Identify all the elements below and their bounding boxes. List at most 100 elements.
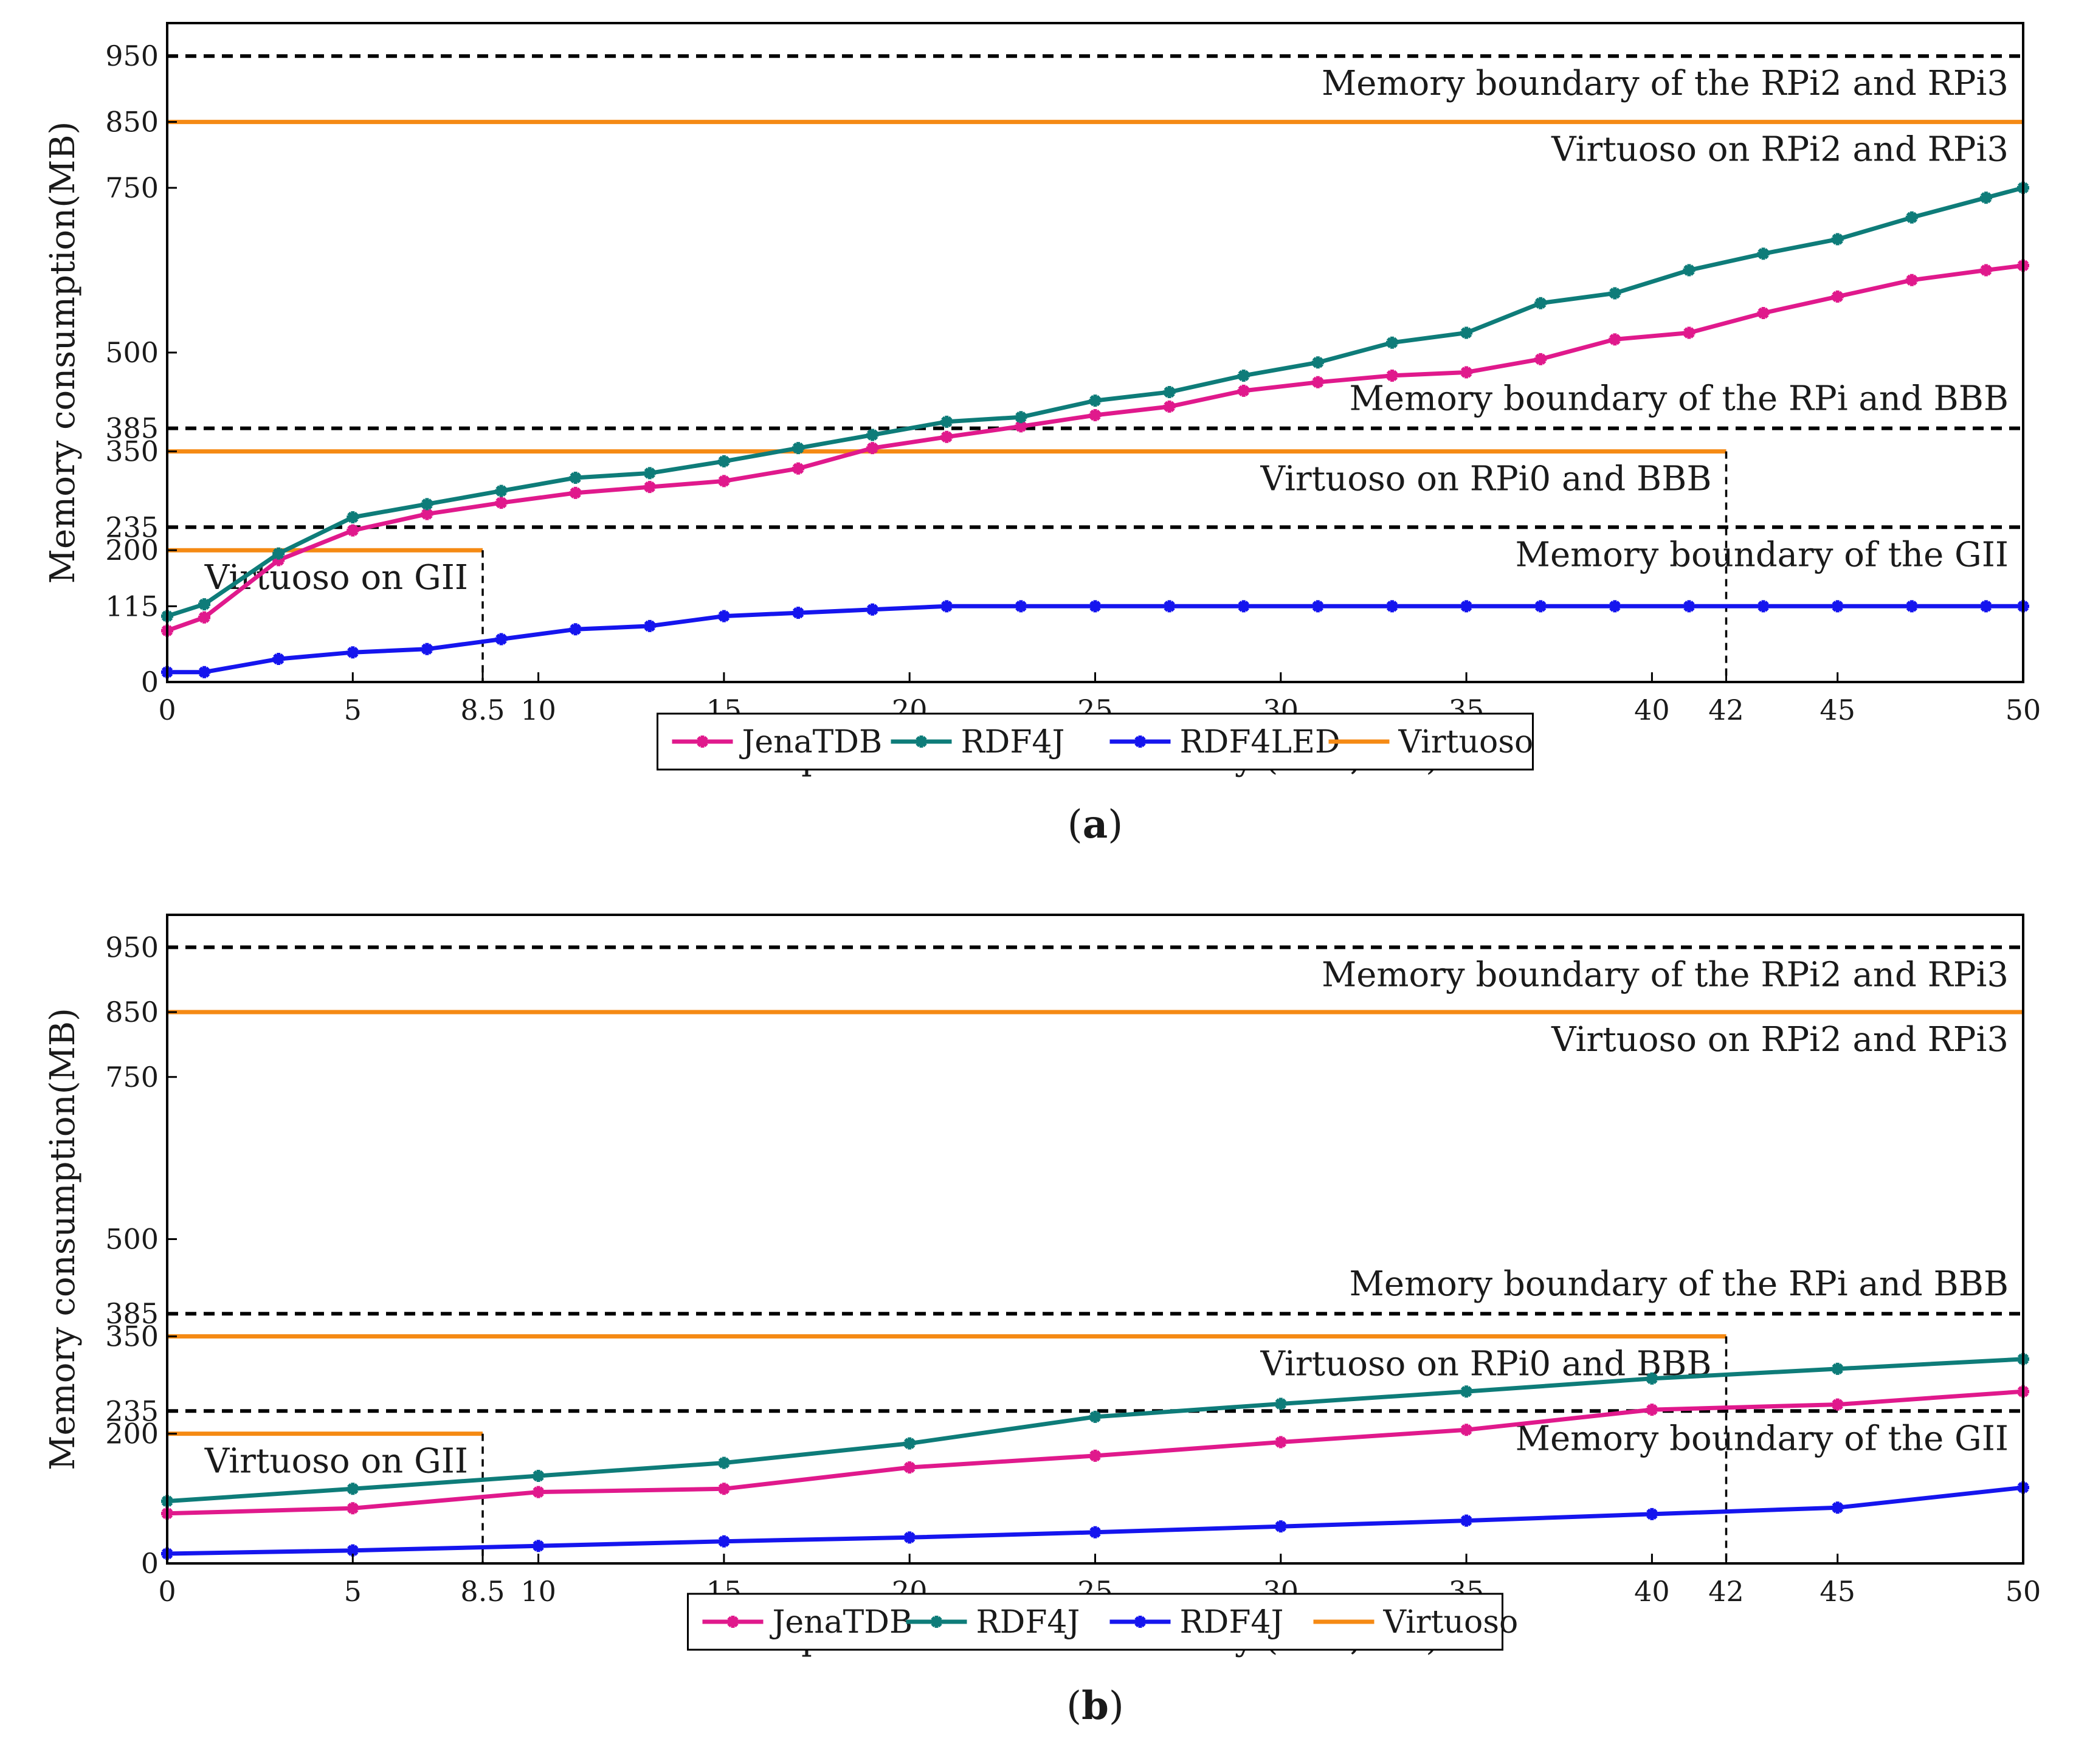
data-point (1905, 600, 1918, 613)
data-point (1460, 326, 1473, 339)
reference-label: Virtuoso on GII (204, 1442, 468, 1481)
legend-label: RDF4J (961, 724, 1065, 760)
reference-label: Virtuoso on RPi0 and BBB (1260, 1345, 1712, 1384)
legend-label: RDF4LED (1180, 724, 1340, 760)
data-point (903, 1531, 916, 1544)
data-point (1979, 264, 1992, 277)
data-point (1905, 211, 1918, 224)
data-point (347, 1502, 359, 1515)
data-point (1089, 394, 1102, 407)
data-point (1460, 600, 1473, 613)
data-point (1311, 376, 1324, 388)
y-tick-label: 0 (141, 666, 159, 698)
data-point (1646, 1507, 1658, 1520)
data-point (1311, 600, 1324, 613)
y-tick-label: 750 (105, 171, 159, 204)
data-point (347, 524, 359, 537)
y-tick-label: 115 (105, 590, 159, 622)
y-axis-label: Memory consumption(MB) (43, 1008, 83, 1470)
reference-label: Virtuoso on GII (204, 558, 468, 598)
y-tick-label: 385 (105, 412, 159, 445)
data-point (421, 508, 433, 520)
data-point (1385, 600, 1398, 613)
legend-marker (1134, 736, 1147, 748)
y-tick-label: 350 (105, 1320, 159, 1353)
x-tick-label: 5 (344, 694, 362, 726)
reference-label: Virtuoso on RPi0 and BBB (1260, 460, 1712, 499)
reference-label: Memory boundary of the GII (1516, 1419, 2009, 1458)
data-point (643, 467, 656, 480)
legend-label: Virtuoso (1383, 1604, 1519, 1641)
legend-label: RDF4J (1180, 1604, 1284, 1641)
data-point (495, 633, 508, 646)
data-point (717, 1535, 730, 1548)
data-point (1274, 1436, 1287, 1449)
reference-label: Virtuoso on RPi2 and RPi3 (1551, 1020, 2009, 1059)
data-point (792, 607, 805, 619)
data-point (643, 619, 656, 632)
reference-label: Memory boundary of the RPi and BBB (1349, 379, 2009, 419)
panel-caption: (a) (1068, 802, 1123, 847)
data-point (643, 481, 656, 494)
data-point (421, 498, 433, 511)
legend-marker (915, 736, 928, 748)
x-tick-label: 42 (1708, 694, 1744, 726)
data-point (272, 547, 285, 560)
data-point (1015, 420, 1027, 433)
data-point (903, 1437, 916, 1450)
data-point (1274, 1397, 1287, 1410)
reference-label: Memory boundary of the RPi and BBB (1349, 1264, 2009, 1304)
data-point (1979, 191, 1992, 204)
data-point (1831, 1362, 1844, 1375)
series-line-rdf4j (167, 1485, 2024, 1556)
legend-marker (1134, 1616, 1147, 1628)
y-axis-label: Memory consumption(MB) (43, 122, 83, 584)
data-point (717, 1483, 730, 1495)
legend-label: JenaTDB (770, 1604, 913, 1641)
data-point (866, 603, 879, 616)
data-point (1757, 600, 1770, 613)
data-point (1237, 384, 1250, 397)
y-tick-label: 500 (105, 1223, 159, 1256)
data-point (569, 623, 582, 636)
data-point (1460, 366, 1473, 379)
x-tick-label: 50 (2006, 1575, 2041, 1608)
reference-label: Memory boundary of the GII (1516, 535, 2009, 574)
data-point (1979, 600, 1992, 613)
x-tick-label: 10 (520, 694, 556, 726)
data-point (1237, 369, 1250, 382)
data-point (198, 598, 211, 611)
data-point (1089, 1449, 1102, 1462)
data-point (1015, 600, 1027, 613)
data-point (532, 1540, 545, 1552)
y-tick-label: 500 (105, 336, 159, 369)
data-point (532, 1469, 545, 1482)
data-point (717, 1456, 730, 1469)
x-tick-label: 5 (344, 1575, 362, 1608)
data-point (1089, 600, 1102, 613)
legend-label: Virtuoso (1398, 724, 1534, 760)
data-point (1089, 408, 1102, 421)
legend-label: JenaTDB (739, 724, 883, 760)
data-point (1905, 274, 1918, 286)
data-point (866, 429, 879, 441)
data-point (903, 1461, 916, 1474)
data-point (347, 511, 359, 523)
data-point (1460, 1385, 1473, 1398)
panel-caption: (b) (1066, 1683, 1124, 1729)
y-tick-label: 350 (105, 435, 159, 468)
y-tick-label: 200 (105, 1418, 159, 1450)
data-point (717, 455, 730, 467)
reference-label: Virtuoso on RPi2 and RPi3 (1551, 130, 2009, 170)
x-tick-label: 0 (158, 694, 176, 726)
data-point (1385, 369, 1398, 382)
data-point (717, 610, 730, 622)
data-point (532, 1486, 545, 1498)
data-point (1089, 1526, 1102, 1538)
data-point (1163, 600, 1176, 613)
x-tick-label: 8.5 (460, 694, 505, 726)
data-point (1460, 1514, 1473, 1527)
y-tick-label: 385 (105, 1297, 159, 1330)
chart-panel-b: Memory boundary of the RPi2 and RPi3 Virt… (43, 914, 2041, 1729)
